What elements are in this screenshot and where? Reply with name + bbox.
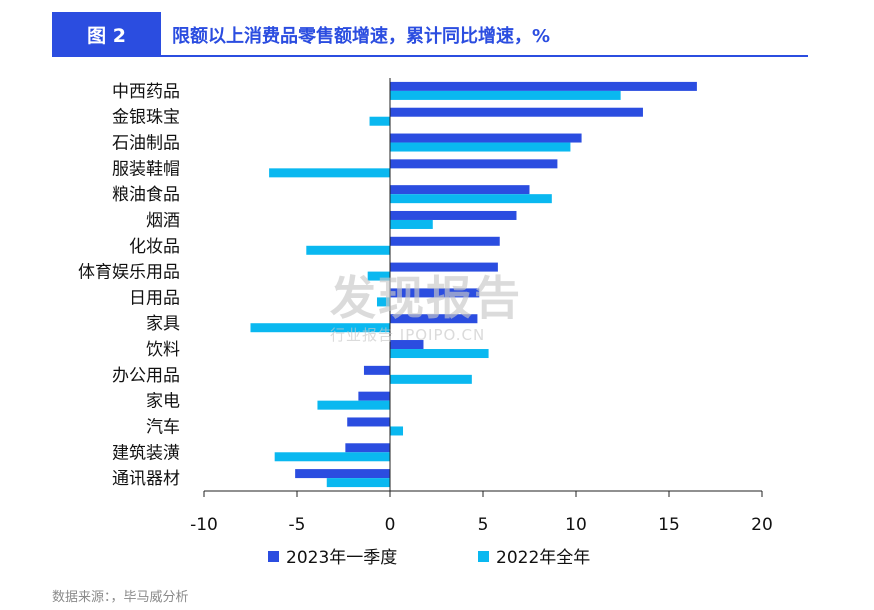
bar-2023q1-3	[390, 159, 558, 169]
category-label: 中西药品	[112, 82, 180, 102]
bar-2022-8	[376, 297, 390, 307]
bar-2022-14	[274, 452, 390, 462]
bar-2023q1-13	[347, 417, 390, 427]
bar-2023q1-12	[358, 391, 390, 401]
x-tick-label: 15	[658, 515, 680, 535]
category-label: 石油制品	[112, 134, 180, 154]
title-rule	[52, 55, 808, 57]
x-tick-label: 5	[478, 515, 489, 535]
bar-2022-7	[367, 271, 390, 281]
bar-2023q1-8	[390, 288, 480, 298]
category-label: 家具	[146, 314, 180, 334]
x-tick-label: 10	[565, 515, 587, 535]
x-tick-label: -5	[289, 515, 306, 535]
bar-2023q1-15	[295, 469, 390, 479]
x-tick-label: -10	[190, 515, 218, 535]
figure-label: 图 2	[52, 12, 161, 56]
category-label: 日用品	[129, 288, 180, 308]
category-label: 金银珠宝	[112, 108, 180, 128]
source-note: 数据来源：，毕马威分析	[52, 590, 189, 605]
bar-2023q1-6	[390, 236, 500, 246]
category-label: 建筑装潢	[112, 443, 180, 463]
x-tick-label: 20	[751, 515, 773, 535]
bar-2022-5	[390, 219, 433, 229]
bar-2023q1-4	[390, 185, 530, 195]
legend-label: 2023年一季度	[286, 548, 397, 568]
bar-2022-6	[306, 245, 390, 255]
category-label: 粮油食品	[112, 185, 180, 205]
bar-2022-1	[369, 116, 390, 126]
category-label: 办公用品	[112, 366, 180, 386]
bar-2022-2	[390, 142, 571, 152]
x-tick-label: 0	[385, 515, 396, 535]
bar-2023q1-14	[345, 443, 390, 453]
figure-title: 限额以上消费品零售额增速，累计同比增速，%	[172, 26, 551, 47]
legend-label: 2022年全年	[496, 548, 590, 568]
category-label: 通讯器材	[112, 469, 180, 489]
bar-2022-15	[326, 478, 390, 488]
category-label: 家电	[146, 392, 180, 412]
bar-2023q1-5	[390, 210, 517, 220]
category-label: 体育娱乐用品	[78, 263, 180, 283]
category-label: 服装鞋帽	[112, 159, 180, 179]
bar-2022-9	[250, 323, 390, 333]
bar-2023q1-0	[390, 81, 697, 91]
category-label: 饮料	[146, 340, 180, 360]
category-label: 汽车	[146, 417, 180, 437]
bar-2023q1-7	[390, 262, 498, 272]
bar-2023q1-1	[390, 107, 643, 117]
legend-swatch	[268, 551, 279, 562]
bar-2023q1-9	[390, 314, 478, 324]
bar-2022-3	[269, 168, 390, 178]
bar-2023q1-11	[363, 365, 390, 375]
bar-2022-0	[390, 90, 621, 100]
bar-2022-4	[390, 194, 552, 204]
bar-2022-11	[390, 374, 472, 384]
bar-2022-10	[390, 349, 489, 359]
category-label: 烟酒	[146, 211, 180, 231]
bar-2022-12	[317, 400, 390, 410]
category-label: 化妆品	[129, 237, 180, 257]
legend-swatch	[478, 551, 489, 562]
bar-2023q1-2	[390, 133, 582, 143]
bar-2022-13	[390, 426, 404, 436]
bar-2023q1-10	[390, 340, 424, 350]
